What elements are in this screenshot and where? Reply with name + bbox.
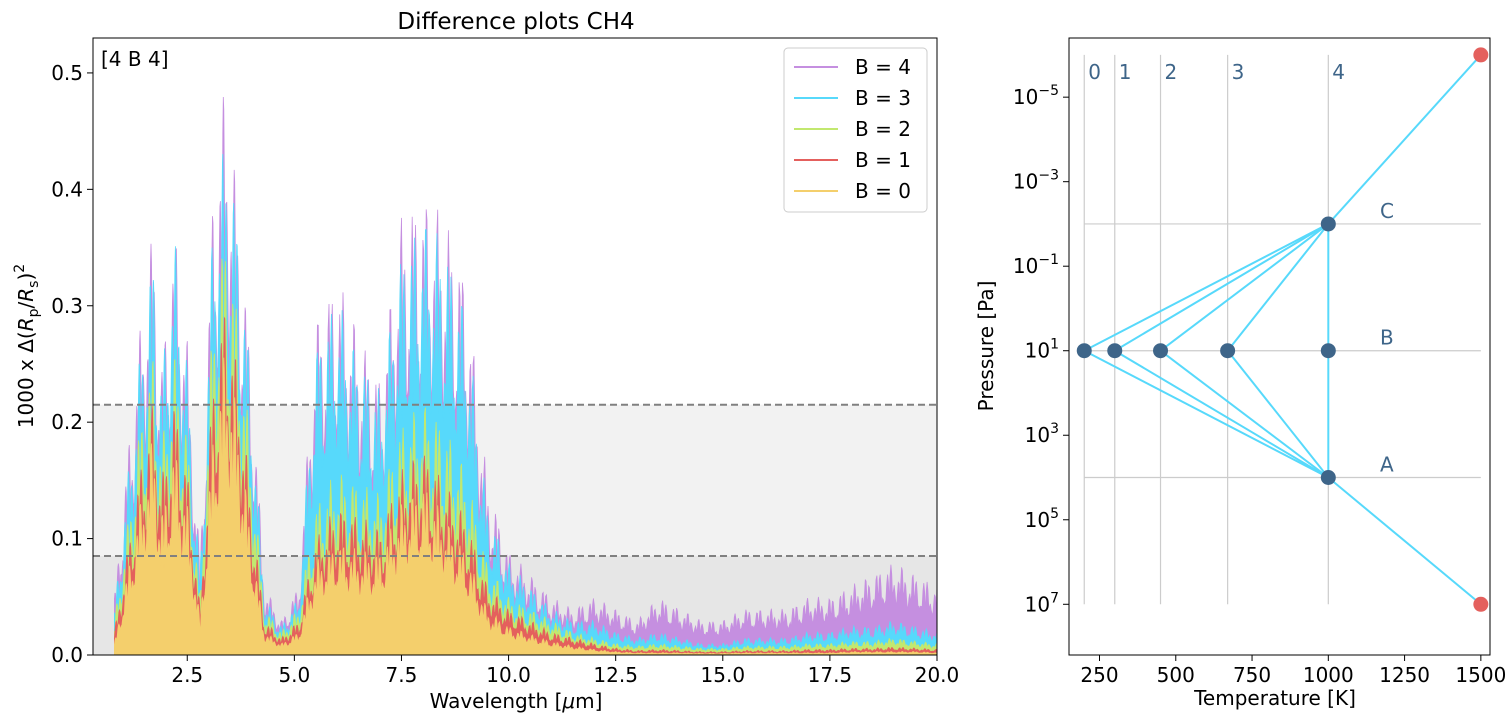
y-tick-label: 103 bbox=[1025, 421, 1059, 447]
pressure-level-label: A bbox=[1380, 453, 1394, 477]
level-gridlines bbox=[1083, 54, 1481, 605]
x-tick-label: 500 bbox=[1157, 663, 1195, 687]
legend-label: B = 3 bbox=[855, 86, 911, 110]
profile-edge bbox=[1083, 223, 1329, 352]
y-tick-label: 0.1 bbox=[51, 527, 83, 551]
profile-node bbox=[1220, 343, 1236, 359]
x-tick-label: 1500 bbox=[1455, 663, 1506, 687]
series-area-b1 bbox=[113, 316, 938, 656]
profile-node bbox=[1107, 343, 1123, 359]
threshold-lines bbox=[93, 403, 937, 558]
temperature-level-label: 1 bbox=[1119, 60, 1132, 84]
y-axis-ticks: 0.0 0.1 0.2 0.3 0.4 0.5 bbox=[51, 61, 93, 667]
profile-edge bbox=[1083, 349, 1329, 479]
y-tick-label: 105 bbox=[1025, 506, 1059, 532]
y-tick-label: 10−5 bbox=[1013, 83, 1059, 109]
difference-spectrum-chart: Difference plots CH4 2.5 5.0 7.5 10.0 12.5 15… bbox=[12, 9, 959, 713]
y-tick-label: 0.2 bbox=[51, 410, 83, 434]
x-tick-label: 12.5 bbox=[593, 663, 638, 687]
x-axis-label: Wavelength [μm] bbox=[430, 689, 603, 713]
legend-label: B = 4 bbox=[855, 55, 911, 79]
profile-edge bbox=[1226, 223, 1330, 352]
legend-label: B = 1 bbox=[855, 148, 911, 172]
temperature-level-label: 2 bbox=[1165, 60, 1178, 84]
x-tick-label: 20.0 bbox=[915, 663, 960, 687]
profile-node bbox=[1320, 343, 1336, 359]
pressure-level-label: B bbox=[1380, 326, 1394, 350]
x-tick-label: 17.5 bbox=[808, 663, 853, 687]
x-tick-label: 1000 bbox=[1303, 663, 1354, 687]
profile-edges bbox=[1083, 54, 1482, 606]
y-tick-label: 0.4 bbox=[51, 177, 83, 201]
series-area-b0 bbox=[113, 357, 938, 656]
y-axis-label-right: Pressure [Pa] bbox=[974, 281, 998, 412]
x-tick-label: 5.0 bbox=[278, 663, 310, 687]
profile-edge bbox=[1327, 476, 1482, 606]
y-tick-label: 0.0 bbox=[51, 643, 83, 667]
x-tick-label: 750 bbox=[1233, 663, 1271, 687]
legend: B = 4 B = 3 B = 2 B = 1 B = 0 bbox=[783, 47, 928, 213]
y-tick-label: 0.3 bbox=[51, 294, 83, 318]
y-axis-ticks-right: 10−5 10−3 10−1 101 103 105 107 bbox=[1013, 83, 1069, 616]
level-labels: 0 1 2 3 4 C B A bbox=[1088, 60, 1394, 477]
plot-frame bbox=[92, 37, 938, 656]
x-axis-label-right: Temperature [K] bbox=[1193, 686, 1356, 710]
y-axis-label: 1000 x Δ(Rp/Rs)2 bbox=[12, 264, 42, 428]
profile-edge bbox=[1327, 54, 1482, 225]
profile-edge bbox=[1114, 349, 1329, 479]
y-tick-label: 0.5 bbox=[51, 61, 83, 85]
temperature-level-label: 4 bbox=[1332, 60, 1345, 84]
x-axis-ticks-right: 250 500 750 1000 1250 1500 bbox=[1080, 655, 1506, 687]
profile-edge bbox=[1226, 350, 1330, 479]
x-tick-label: 7.5 bbox=[386, 663, 418, 687]
profile-edge bbox=[1159, 223, 1329, 352]
profile-nodes bbox=[1076, 47, 1489, 612]
plot-frame-right bbox=[1068, 37, 1491, 656]
x-tick-label: 250 bbox=[1080, 663, 1118, 687]
profile-edge bbox=[1114, 223, 1329, 352]
series-layer bbox=[113, 96, 938, 656]
pressure-level-label: C bbox=[1380, 199, 1394, 223]
config-annotation: [4 B 4] bbox=[101, 47, 169, 71]
y-tick-label: 107 bbox=[1025, 590, 1059, 616]
x-axis-ticks: 2.5 5.0 7.5 10.0 12.5 15.0 17.5 20.0 bbox=[171, 655, 959, 687]
legend-label: B = 0 bbox=[855, 179, 911, 203]
profile-edge bbox=[1159, 349, 1329, 479]
y-tick-label: 10−3 bbox=[1013, 168, 1059, 194]
temperature-level-label: 0 bbox=[1088, 60, 1101, 84]
x-tick-label: 15.0 bbox=[701, 663, 746, 687]
chart-title: Difference plots CH4 bbox=[397, 9, 634, 35]
y-tick-label: 10−1 bbox=[1013, 252, 1059, 278]
x-tick-label: 10.0 bbox=[486, 663, 531, 687]
temperature-level-label: 3 bbox=[1232, 60, 1245, 84]
profile-node bbox=[1153, 343, 1169, 359]
legend-label: B = 2 bbox=[855, 117, 911, 141]
x-tick-label: 2.5 bbox=[171, 663, 203, 687]
profile-node bbox=[1320, 470, 1336, 486]
legend-box bbox=[783, 47, 928, 213]
profile-endpoint bbox=[1473, 47, 1489, 63]
profile-endpoint bbox=[1473, 596, 1489, 612]
profile-node bbox=[1076, 343, 1092, 359]
y-tick-label: 101 bbox=[1025, 337, 1059, 363]
x-tick-label: 1250 bbox=[1379, 663, 1430, 687]
profile-node bbox=[1320, 216, 1336, 232]
